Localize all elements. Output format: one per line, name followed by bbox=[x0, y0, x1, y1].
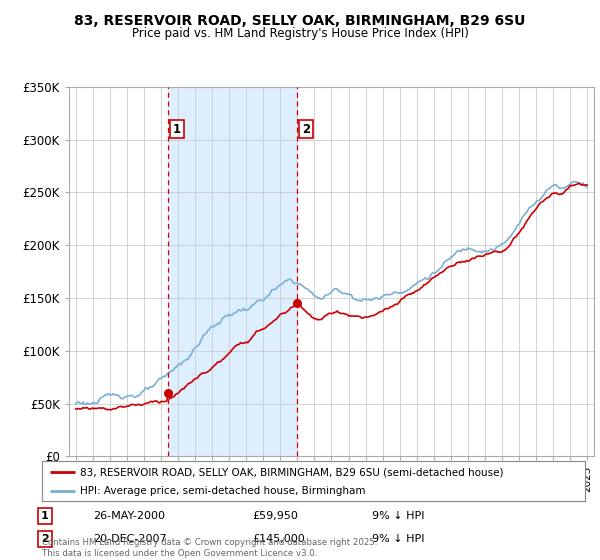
Text: 9% ↓ HPI: 9% ↓ HPI bbox=[372, 534, 425, 544]
Text: 2: 2 bbox=[41, 534, 49, 544]
Text: 1: 1 bbox=[173, 123, 181, 136]
Text: £59,950: £59,950 bbox=[252, 511, 298, 521]
Text: 2: 2 bbox=[302, 123, 310, 136]
Text: £145,000: £145,000 bbox=[252, 534, 305, 544]
Text: Price paid vs. HM Land Registry's House Price Index (HPI): Price paid vs. HM Land Registry's House … bbox=[131, 27, 469, 40]
Text: 83, RESERVOIR ROAD, SELLY OAK, BIRMINGHAM, B29 6SU (semi-detached house): 83, RESERVOIR ROAD, SELLY OAK, BIRMINGHA… bbox=[80, 467, 503, 477]
Text: 9% ↓ HPI: 9% ↓ HPI bbox=[372, 511, 425, 521]
Text: 1: 1 bbox=[41, 511, 49, 521]
Text: 83, RESERVOIR ROAD, SELLY OAK, BIRMINGHAM, B29 6SU: 83, RESERVOIR ROAD, SELLY OAK, BIRMINGHA… bbox=[74, 14, 526, 28]
Text: HPI: Average price, semi-detached house, Birmingham: HPI: Average price, semi-detached house,… bbox=[80, 486, 365, 496]
Text: 20-DEC-2007: 20-DEC-2007 bbox=[93, 534, 167, 544]
Text: 26-MAY-2000: 26-MAY-2000 bbox=[93, 511, 165, 521]
Bar bbox=[168, 87, 297, 456]
Text: Contains HM Land Registry data © Crown copyright and database right 2025.
This d: Contains HM Land Registry data © Crown c… bbox=[42, 538, 377, 558]
